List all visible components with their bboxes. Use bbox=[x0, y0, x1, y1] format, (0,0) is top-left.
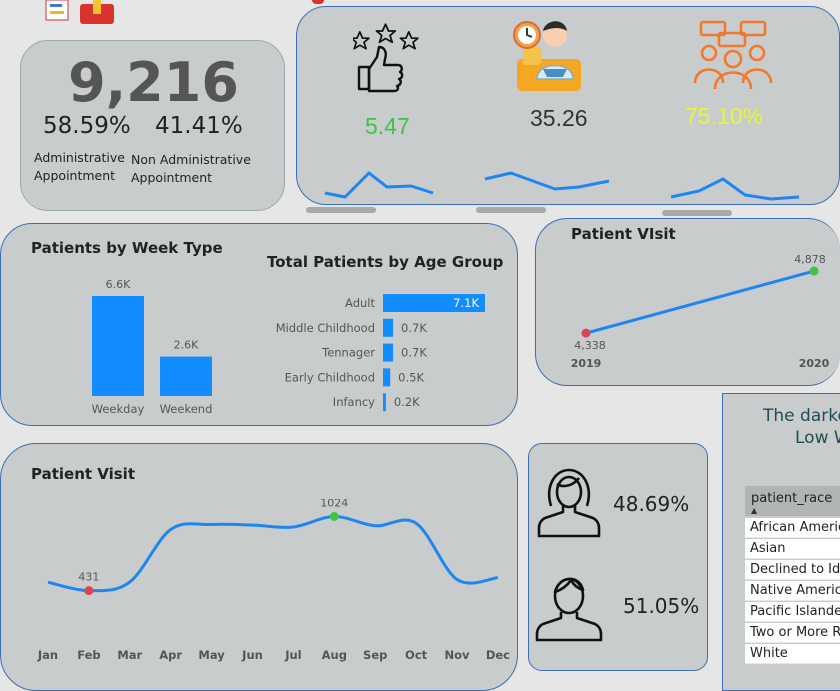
race-table-row[interactable]: African Americ bbox=[745, 518, 840, 538]
age-bar bbox=[383, 318, 394, 337]
gender-card: 48.69% 51.05% bbox=[528, 443, 708, 671]
female-icon bbox=[537, 468, 601, 538]
race-title-2: Low W bbox=[795, 428, 840, 448]
race-table-row[interactable]: Asian bbox=[745, 539, 840, 559]
month-tick-label: Jan bbox=[37, 648, 58, 662]
month-max-label: 1024 bbox=[320, 499, 348, 510]
visit-month-card: Patient Visit 431 1024 Jan Feb Mar Apr May Jun J… bbox=[0, 443, 518, 691]
month-tick-label: Dec bbox=[486, 648, 510, 662]
male-pct: 51.05% bbox=[623, 594, 700, 618]
race-table-row[interactable]: White bbox=[745, 644, 840, 664]
age-category-label: Middle Childhood bbox=[276, 321, 375, 335]
year-point-label: 4,338 bbox=[574, 339, 606, 352]
age-bar-label: 0.7K bbox=[401, 321, 427, 335]
week-category-label: Weekend bbox=[160, 402, 213, 416]
age-category-label: Tennager bbox=[321, 346, 375, 360]
scrollbar-3[interactable] bbox=[662, 210, 732, 216]
referral-rate: 75.10% bbox=[685, 103, 764, 129]
thumbs-up-stars-icon bbox=[350, 21, 423, 93]
month-tick-label: Jun bbox=[241, 648, 263, 662]
visit-month-title: Patient Visit bbox=[31, 465, 135, 483]
kpi-card: 9,216 58.59% 41.41% Administrative Appoi… bbox=[20, 40, 285, 211]
age-bar bbox=[383, 343, 394, 362]
age-category-label: Early Childhood bbox=[285, 370, 375, 384]
wait-time-sparkline bbox=[484, 171, 610, 191]
month-tick-label: Apr bbox=[159, 648, 182, 662]
week-bar bbox=[160, 356, 212, 396]
visit-year-title: Patient VIsit bbox=[571, 225, 676, 243]
year-tick-label: 2019 bbox=[571, 357, 602, 370]
race-table-card: The darke Low W patient_race ▲ African A… bbox=[722, 393, 840, 691]
year-line bbox=[585, 269, 815, 335]
visit-year-chart: 4,338 4,878 2019 2020 bbox=[571, 253, 830, 370]
age-bar bbox=[383, 368, 391, 387]
avg-wait-time: 35.26 bbox=[530, 105, 588, 131]
age-bar bbox=[383, 393, 386, 412]
year-tick-label: 2020 bbox=[799, 357, 830, 370]
month-line bbox=[47, 514, 499, 593]
week-category-label: Weekday bbox=[92, 402, 145, 416]
age-group-title: Total Patients by Age Group bbox=[267, 253, 504, 271]
age-bar-label: 0.7K bbox=[401, 346, 427, 360]
non-admin-pct: 41.41% bbox=[155, 113, 243, 139]
week-bar-label: 2.6K bbox=[174, 339, 199, 352]
year-point-label: 4,878 bbox=[794, 253, 826, 266]
race-table-row[interactable]: Pacific Islander bbox=[745, 602, 840, 622]
race-table-body: African Americ Asian Declined to Ide Native… bbox=[745, 518, 840, 668]
briefcase-icon bbox=[80, 0, 114, 24]
month-min-point bbox=[84, 586, 94, 596]
female-pct: 48.69% bbox=[613, 492, 690, 516]
week-type-chart: 6.6K Weekday 2.6K Weekend bbox=[92, 278, 213, 416]
scrollbar-1[interactable] bbox=[306, 207, 376, 213]
clipboard-icon bbox=[44, 0, 70, 22]
year-max-point bbox=[809, 266, 819, 276]
age-category-label: Adult bbox=[345, 296, 375, 310]
age-group-chart: Adult 7.1K Middle Childhood 0.7K Tennager 0.7… bbox=[276, 294, 485, 412]
visit-month-chart: 431 1024 Jan Feb Mar Apr May Jun Jul Aug Sep Oct Nov… bbox=[37, 499, 510, 662]
month-tick-label: Nov bbox=[444, 648, 470, 662]
race-table-row[interactable]: Native America bbox=[745, 581, 840, 601]
month-tick-label: Sep bbox=[363, 648, 387, 662]
sort-asc-icon[interactable]: ▲ bbox=[751, 506, 758, 515]
title-fragment bbox=[312, 0, 324, 4]
age-bar-label: 0.5K bbox=[398, 370, 424, 384]
week-bar bbox=[92, 296, 144, 396]
week-age-card: Patients by Week Type Total Patients by … bbox=[0, 223, 518, 426]
admin-label: Administrative Appointment bbox=[34, 150, 125, 183]
month-min-label: 431 bbox=[78, 571, 99, 584]
race-header-label: patient_race bbox=[751, 491, 833, 506]
age-bar-label: 7.1K bbox=[453, 296, 479, 310]
total-appointments: 9,216 bbox=[68, 51, 239, 114]
race-title-1: The darke bbox=[763, 406, 840, 426]
month-tick-label: May bbox=[198, 648, 225, 662]
admin-pct: 58.59% bbox=[43, 113, 131, 139]
age-bar bbox=[383, 294, 485, 312]
month-tick-label: Jul bbox=[284, 648, 301, 662]
week-bar-label: 6.6K bbox=[106, 278, 131, 291]
month-tick-label: Mar bbox=[117, 648, 142, 662]
non-admin-label: Non Administrative Appointment bbox=[131, 152, 251, 185]
group-chat-icon bbox=[693, 19, 773, 91]
age-category-label: Infancy bbox=[333, 395, 375, 409]
month-tick-label: Oct bbox=[405, 648, 428, 662]
race-table-header[interactable]: patient_race ▲ bbox=[745, 486, 840, 516]
month-max-point bbox=[329, 512, 339, 521]
waiting-person-icon bbox=[513, 17, 585, 91]
male-icon bbox=[533, 570, 605, 642]
race-table-row[interactable]: Declined to Ide bbox=[745, 560, 840, 580]
year-min-point bbox=[581, 328, 591, 338]
scrollbar-2[interactable] bbox=[476, 207, 546, 213]
referral-sparkline bbox=[670, 177, 800, 201]
month-tick-label: Feb bbox=[77, 648, 100, 662]
week-type-title: Patients by Week Type bbox=[31, 239, 223, 257]
month-tick-label: Aug bbox=[322, 648, 347, 662]
visit-year-card: Patient VIsit 4,338 4,878 2019 2020 bbox=[535, 218, 840, 386]
race-table-row[interactable]: Two or More R bbox=[745, 623, 840, 643]
metrics-card: 5.47 35.26 75.10% bbox=[296, 6, 840, 205]
age-bar-label: 0.2K bbox=[394, 395, 420, 409]
satisfaction-score: 5.47 bbox=[365, 113, 410, 139]
satisfaction-sparkline bbox=[324, 171, 434, 199]
